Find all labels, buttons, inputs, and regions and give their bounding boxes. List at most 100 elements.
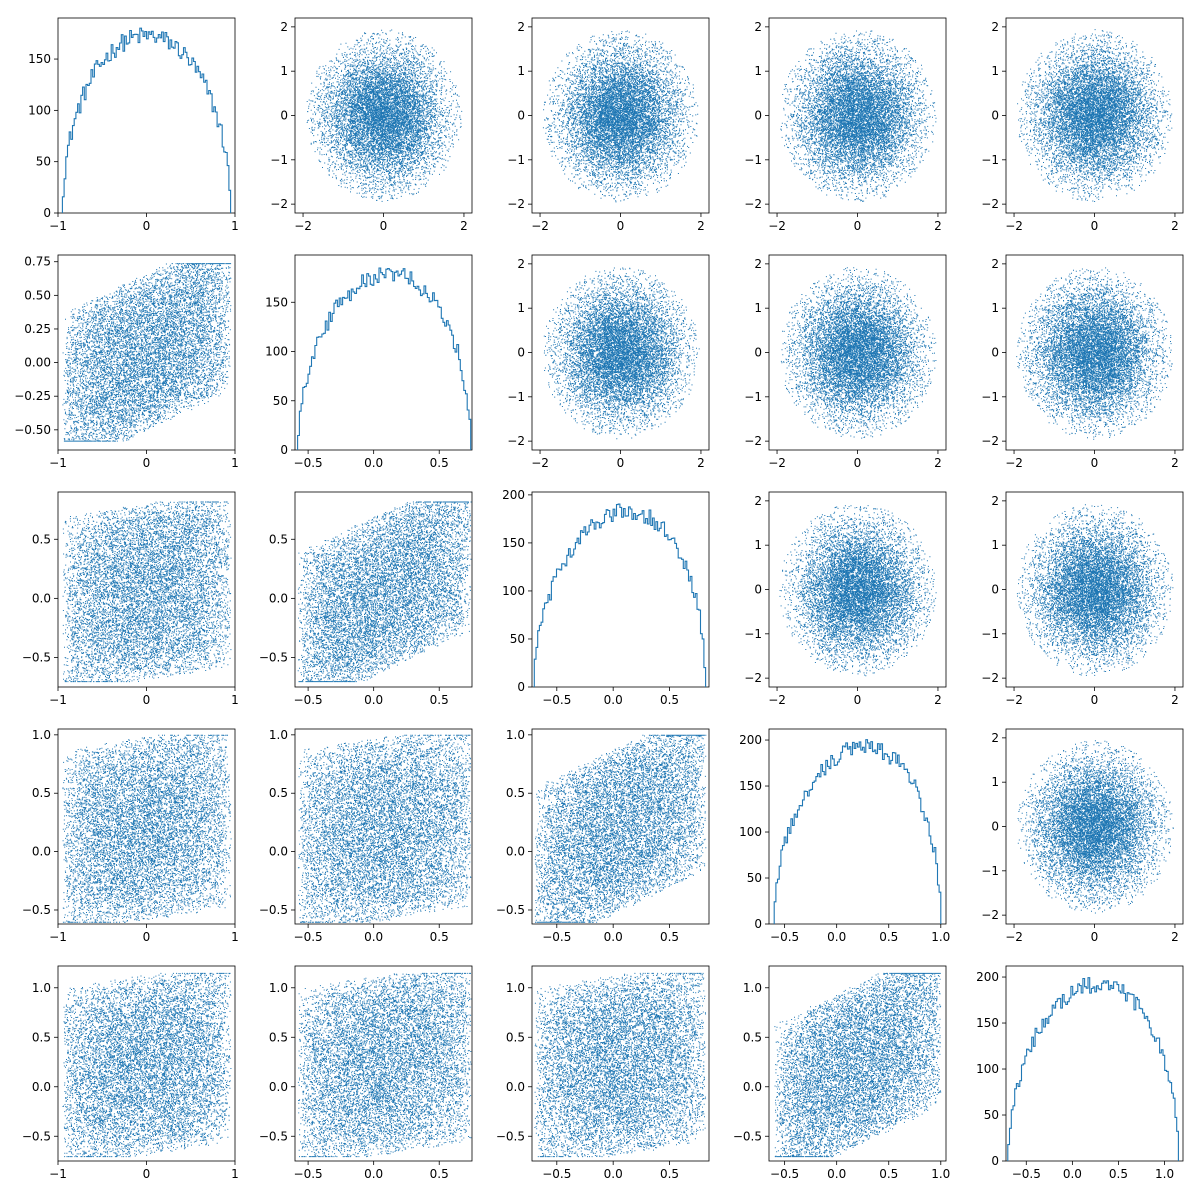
y-tick-label: 0	[280, 109, 288, 123]
x-tick-label: 0.5	[430, 1167, 449, 1181]
panel-r2-c1: −0.5 0.0 0.5 −0.5 0.0 0.5	[259, 491, 473, 707]
y-tick-label: −0.25	[14, 389, 51, 403]
x-tick-label: 2	[1171, 930, 1179, 944]
x-tick-label: 0	[854, 693, 862, 707]
x-tick-label: −2	[1005, 693, 1023, 707]
panel-r2-c3: −2 0 2 −2 −1 0 1 2	[744, 491, 947, 707]
x-tick-label: −2	[768, 456, 786, 470]
x-tick-label: −0.5	[542, 1167, 571, 1181]
y-tick-label: 2	[517, 20, 525, 34]
x-tick-label: −0.5	[294, 693, 323, 707]
x-tick-label: 0	[380, 219, 388, 233]
x-tick-label: 0.5	[660, 1167, 679, 1181]
x-tick-label: 0	[143, 456, 151, 470]
y-tick-label: 0.00	[24, 356, 51, 370]
y-tick-label: −2	[981, 434, 999, 448]
x-tick-label: −0.5	[770, 930, 799, 944]
y-tick-label: 0	[517, 346, 525, 360]
axes-frame	[294, 491, 473, 688]
x-tick-label: 2	[934, 219, 942, 233]
scatter-points	[534, 734, 707, 923]
x-tick-label: 1.0	[931, 1167, 950, 1181]
y-tick-label: 1	[754, 538, 762, 552]
y-tick-label: −1	[744, 153, 762, 167]
y-tick-label: 150	[502, 536, 525, 550]
y-tick-label: −0.5	[22, 650, 51, 664]
y-tick-label: 50	[984, 1108, 999, 1122]
x-tick-label: 0.5	[430, 693, 449, 707]
y-tick-label: 0	[754, 346, 762, 360]
y-tick-label: −1	[270, 153, 288, 167]
y-tick-label: 100	[265, 345, 288, 359]
x-tick-label: 0.0	[827, 930, 846, 944]
y-tick-label: 150	[976, 1016, 999, 1030]
x-tick-label: −1	[49, 219, 67, 233]
y-tick-label: 100	[739, 825, 762, 839]
x-tick-label: 0.0	[604, 930, 623, 944]
x-tick-label: 0	[1091, 219, 1099, 233]
y-tick-label: −0.5	[259, 1129, 288, 1143]
x-tick-label: 0	[1091, 930, 1099, 944]
x-tick-label: 2	[1171, 456, 1179, 470]
x-tick-label: 0.0	[604, 1167, 623, 1181]
axes-frame	[294, 254, 473, 451]
y-tick-label: 0.5	[32, 786, 51, 800]
x-tick-label: 0	[854, 219, 862, 233]
x-tick-label: 0.0	[364, 456, 383, 470]
y-tick-label: 2	[991, 257, 999, 271]
axes-frame	[294, 965, 473, 1162]
x-tick-label: −0.5	[542, 930, 571, 944]
axes-frame	[768, 728, 947, 925]
y-tick-label: 2	[280, 20, 288, 34]
scatter-points	[62, 972, 232, 1158]
axes-frame	[57, 17, 236, 214]
y-tick-label: −2	[981, 671, 999, 685]
y-tick-label: 0	[991, 346, 999, 360]
scatter-points	[779, 505, 937, 677]
x-tick-label: −1	[49, 693, 67, 707]
x-tick-label: 2	[697, 456, 705, 470]
panel-r3-c2: −0.5 0.0 0.5 −0.5 0.0 0.5 1.0	[496, 728, 710, 944]
y-tick-label: 2	[754, 20, 762, 34]
y-tick-label: 0.0	[32, 1080, 51, 1094]
x-tick-label: 0	[143, 930, 151, 944]
axes-frame	[1005, 965, 1184, 1162]
panel-r4-c4: −0.5 0.0 0.5 1.0 0 50 100 150 200	[976, 965, 1184, 1181]
y-tick-label: −0.50	[14, 423, 51, 437]
panel-r1-c3: −2 0 2 −2 −1 0 1 2	[744, 254, 947, 470]
y-tick-label: −2	[507, 197, 525, 211]
y-tick-label: −1	[744, 627, 762, 641]
x-tick-label: 2	[460, 219, 468, 233]
scatter-points	[1017, 740, 1174, 914]
x-tick-label: 1	[231, 456, 239, 470]
scatter-points	[62, 263, 232, 442]
x-tick-label: −0.5	[294, 456, 323, 470]
y-tick-label: −2	[744, 671, 762, 685]
x-tick-label: 2	[934, 456, 942, 470]
y-tick-label: −1	[981, 864, 999, 878]
scatter-points	[774, 972, 942, 1158]
y-tick-label: 100	[976, 1062, 999, 1076]
y-tick-label: 1	[280, 64, 288, 78]
x-tick-label: 0	[617, 219, 625, 233]
y-tick-label: 100	[502, 584, 525, 598]
y-tick-label: 0.0	[506, 845, 525, 859]
x-tick-label: −1	[49, 1167, 67, 1181]
y-tick-label: 0.5	[32, 532, 51, 546]
y-tick-label: 200	[739, 733, 762, 747]
y-tick-label: 1	[991, 538, 999, 552]
panel-r2-c4: −2 0 2 −2 −1 0 1 2	[981, 491, 1184, 707]
x-tick-label: −2	[768, 219, 786, 233]
axes-frame	[531, 965, 710, 1162]
x-tick-label: −0.5	[294, 1167, 323, 1181]
y-tick-label: −1	[744, 390, 762, 404]
x-tick-label: −0.5	[770, 1167, 799, 1181]
x-tick-label: 2	[1171, 219, 1179, 233]
y-tick-label: 0	[991, 109, 999, 123]
scatter-points	[1017, 29, 1173, 202]
x-tick-label: −2	[1005, 219, 1023, 233]
panel-r4-c3: −0.5 0.0 0.5 1.0 −0.5 0.0 0.5 1.0	[733, 965, 950, 1181]
scatter-points	[306, 29, 463, 202]
